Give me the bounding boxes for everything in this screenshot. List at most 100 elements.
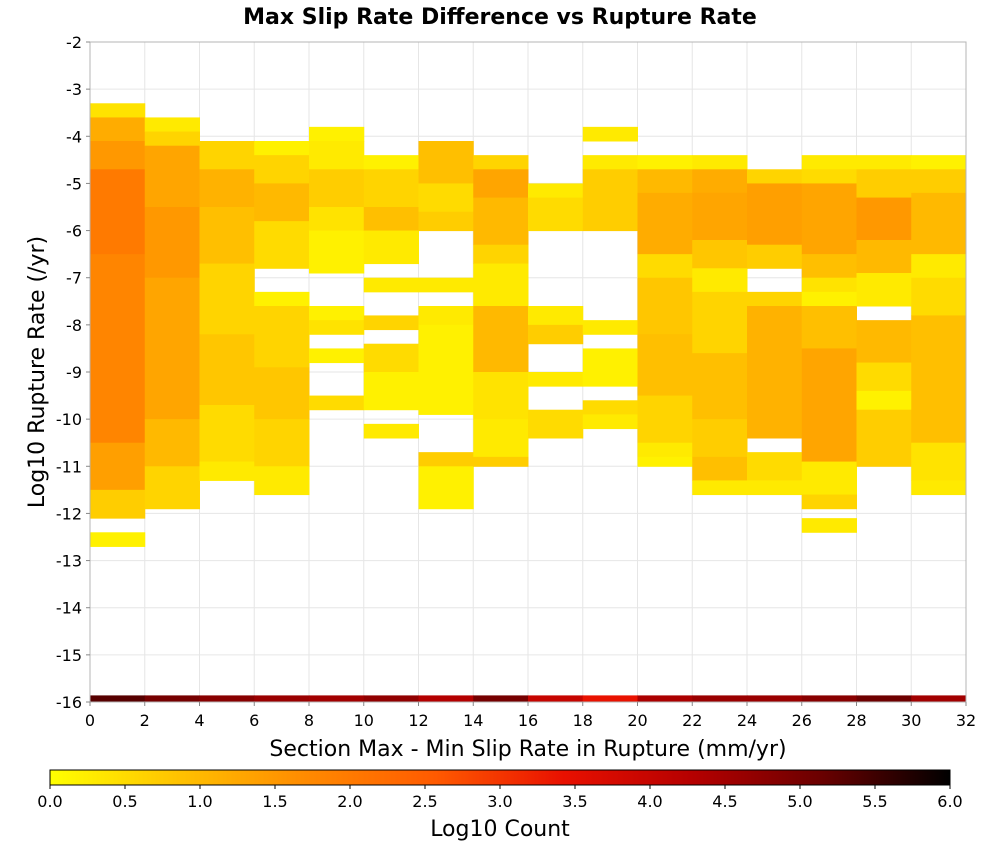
heatmap-cell: [418, 466, 474, 510]
heatmap-cell: [473, 169, 529, 199]
y-tick-label: -8: [66, 316, 82, 335]
heatmap-cell: [911, 192, 967, 255]
heatmap-cell-bottom: [254, 695, 310, 702]
heatmap-cell: [254, 155, 310, 184]
heatmap-cell: [473, 372, 529, 420]
heatmap-cell: [801, 494, 857, 510]
heatmap-cell: [856, 240, 912, 274]
y-tick-label: -15: [56, 646, 82, 665]
heatmap-cell-bottom: [637, 695, 693, 702]
heatmap-cell: [911, 277, 967, 316]
colorbar-tick-label: 2.0: [337, 792, 362, 811]
heatmap-cell: [363, 423, 419, 439]
heatmap-cell: [856, 155, 912, 170]
y-tick-label: -14: [56, 599, 82, 618]
y-tick-label: -7: [66, 269, 82, 288]
heatmap-cell: [692, 480, 748, 496]
heatmap-cell-bottom: [144, 695, 200, 702]
heatmap-cell: [582, 169, 638, 232]
heatmap-cell: [254, 221, 310, 269]
heatmap-cell: [801, 254, 857, 279]
heatmap-cell: [801, 155, 857, 170]
heatmap-cell: [528, 409, 584, 439]
heatmap-cell-bottom: [582, 695, 638, 702]
colorbar-label: Log10 Count: [430, 817, 570, 842]
heatmap-cell: [637, 277, 693, 335]
colorbar: [49, 769, 951, 786]
heatmap-cell: [747, 480, 803, 496]
heatmap-cell: [747, 244, 803, 269]
y-tick-label: -16: [56, 693, 82, 712]
heatmap-cell-bottom: [692, 695, 748, 702]
x-tick-label: 24: [737, 711, 757, 730]
x-axis-label: Section Max - Min Slip Rate in Rupture (…: [269, 737, 786, 762]
heatmap-cell: [254, 291, 310, 307]
heatmap-cell: [911, 169, 967, 194]
heatmap-cell: [199, 461, 255, 481]
x-tick-label: 32: [956, 711, 976, 730]
heatmap-cell: [418, 211, 474, 232]
heatmap-cell: [911, 315, 967, 444]
heatmap-cell: [856, 169, 912, 199]
heatmap-cell: [637, 155, 693, 170]
heatmap-cell: [692, 268, 748, 293]
heatmap-cell: [637, 442, 693, 458]
heatmap-cell: [692, 419, 748, 458]
heatmap-cell: [801, 169, 857, 184]
heatmap-cell: [473, 155, 529, 170]
heatmap-cell: [637, 192, 693, 255]
heatmap-cell: [144, 207, 200, 279]
heatmap-cell: [309, 169, 365, 208]
heatmap-cell-bottom: [911, 695, 967, 702]
heatmap-cell: [801, 518, 857, 533]
heatmap-cell: [90, 103, 146, 118]
y-tick-label: -12: [56, 504, 82, 523]
heatmap-cell: [911, 254, 967, 279]
heatmap-cell: [747, 169, 803, 184]
colorbar-tick-label: 4.0: [637, 792, 662, 811]
heatmap-cell: [801, 306, 857, 349]
heatmap-cell: [473, 306, 529, 373]
heatmap-cell: [363, 315, 419, 331]
heatmap-cell: [144, 419, 200, 467]
heatmap-cell: [254, 141, 310, 156]
heatmap-cell: [801, 461, 857, 496]
heatmap-cell: [309, 320, 365, 335]
heatmap-cell: [692, 240, 748, 269]
heatmap-cell: [582, 414, 638, 430]
heatmap-cell: [418, 452, 474, 467]
colorbar-tick-label: 1.5: [262, 792, 287, 811]
heatmap-cell: [473, 263, 529, 307]
heatmap-cell: [309, 306, 365, 321]
y-tick-label: -3: [66, 80, 82, 99]
heatmap-cell-bottom: [199, 695, 255, 702]
heatmap-cell: [637, 395, 693, 444]
colorbar-tick-label: 1.0: [187, 792, 212, 811]
heatmap-cell: [144, 131, 200, 147]
heatmap-cell: [856, 197, 912, 241]
x-tick-label: 2: [140, 711, 150, 730]
heatmap-cell: [692, 192, 748, 241]
y-axis-ticks: -2 -3 -4 -5 -6 -7 -8 -9 -10 -11 -12 -13 -14 -15 -16: [56, 33, 90, 712]
heatmap-cell: [199, 169, 255, 208]
heatmap-cell: [363, 207, 419, 232]
heatmap-cell: [637, 169, 693, 194]
colorbar-tick-label: 0.0: [37, 792, 62, 811]
heatmap-cell: [90, 442, 146, 491]
heatmap-cell: [418, 277, 474, 293]
x-tick-label: 22: [682, 711, 702, 730]
heatmap-cell: [363, 277, 419, 293]
heatmap-cell: [309, 141, 365, 170]
heatmap-cell: [747, 452, 803, 481]
heatmap-cell: [473, 197, 529, 246]
heatmap-cell: [90, 254, 146, 444]
heatmap-cell: [637, 254, 693, 279]
heatmap-cell: [856, 320, 912, 364]
heatmap-cell: [144, 466, 200, 510]
x-tick-label: 26: [792, 711, 812, 730]
heatmap-cell: [199, 207, 255, 265]
heatmap-cell-bottom: [90, 695, 146, 702]
colorbar-ticks: 0.0 0.5 1.0 1.5 2.0 2.5 3.0 3.5 4.0 4.5 5.0 5.5 6.0: [37, 785, 963, 811]
heatmap-cell: [199, 334, 255, 406]
